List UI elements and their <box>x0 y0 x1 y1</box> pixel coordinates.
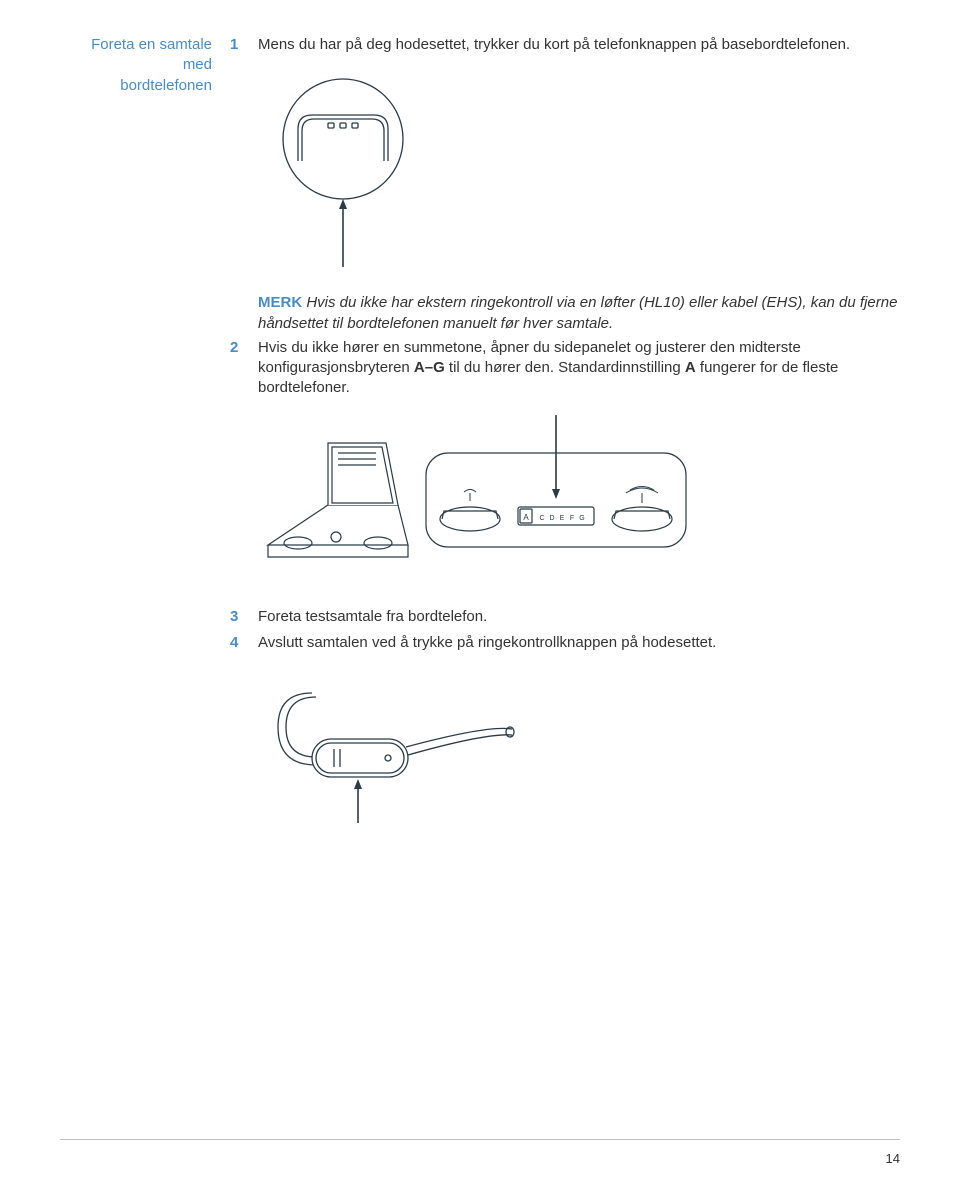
step-3-text: Foreta testsamtale fra bordtelefon. <box>258 607 900 627</box>
step-3-number: 3 <box>230 607 258 627</box>
step-4: 4 Avslutt samtalen ved å trykke på ringe… <box>230 633 900 653</box>
note-block: MERK Hvis du ikke har ekstern ringekontr… <box>230 293 900 334</box>
svg-text:A: A <box>523 513 529 522</box>
step-2-a: A <box>685 359 696 376</box>
illustration-base-switch: A C D E F G <box>258 415 900 585</box>
step-2-number: 2 <box>230 338 258 358</box>
step-1-number: 1 <box>230 35 258 55</box>
illustration-base-phone <box>258 71 900 271</box>
step-1-text: Mens du har på deg hodesettet, trykker d… <box>258 35 900 55</box>
note-text: Hvis du ikke har ekstern ringekontroll v… <box>258 294 897 331</box>
illustration-headset <box>258 669 900 829</box>
main-column: 1 Mens du har på deg hodesettet, trykker… <box>230 35 900 851</box>
svg-text:E: E <box>560 515 565 522</box>
step-2-text-b: til du hører den. Standardinnstilling <box>445 359 685 376</box>
footer-rule <box>60 1139 900 1140</box>
step-2: 2 Hvis du ikke hører en summetone, åpner… <box>230 338 900 399</box>
section-title: Foreta en samtale med bordtelefonen <box>60 35 230 96</box>
svg-text:D: D <box>549 515 554 522</box>
svg-text:F: F <box>570 515 574 522</box>
content-row: Foreta en samtale med bordtelefonen 1 Me… <box>60 35 900 851</box>
step-2-ag: A–G <box>414 359 445 376</box>
step-4-text: Avslutt samtalen ved å trykke på ringeko… <box>258 633 900 653</box>
section-title-line1: Foreta en samtale med <box>91 36 212 73</box>
step-3: 3 Foreta testsamtale fra bordtelefon. <box>230 607 900 627</box>
document-page: Foreta en samtale med bordtelefonen 1 Me… <box>0 0 960 1190</box>
page-number: 14 <box>886 1151 900 1166</box>
section-title-line2: bordtelefonen <box>120 77 212 94</box>
svg-text:C: C <box>539 515 544 522</box>
note-label: MERK <box>258 294 302 311</box>
step-4-number: 4 <box>230 633 258 653</box>
step-1: 1 Mens du har på deg hodesettet, trykker… <box>230 35 900 55</box>
note-body: MERK Hvis du ikke har ekstern ringekontr… <box>258 293 900 334</box>
svg-text:G: G <box>579 515 584 522</box>
step-2-text: Hvis du ikke hører en summetone, åpner d… <box>258 338 900 399</box>
